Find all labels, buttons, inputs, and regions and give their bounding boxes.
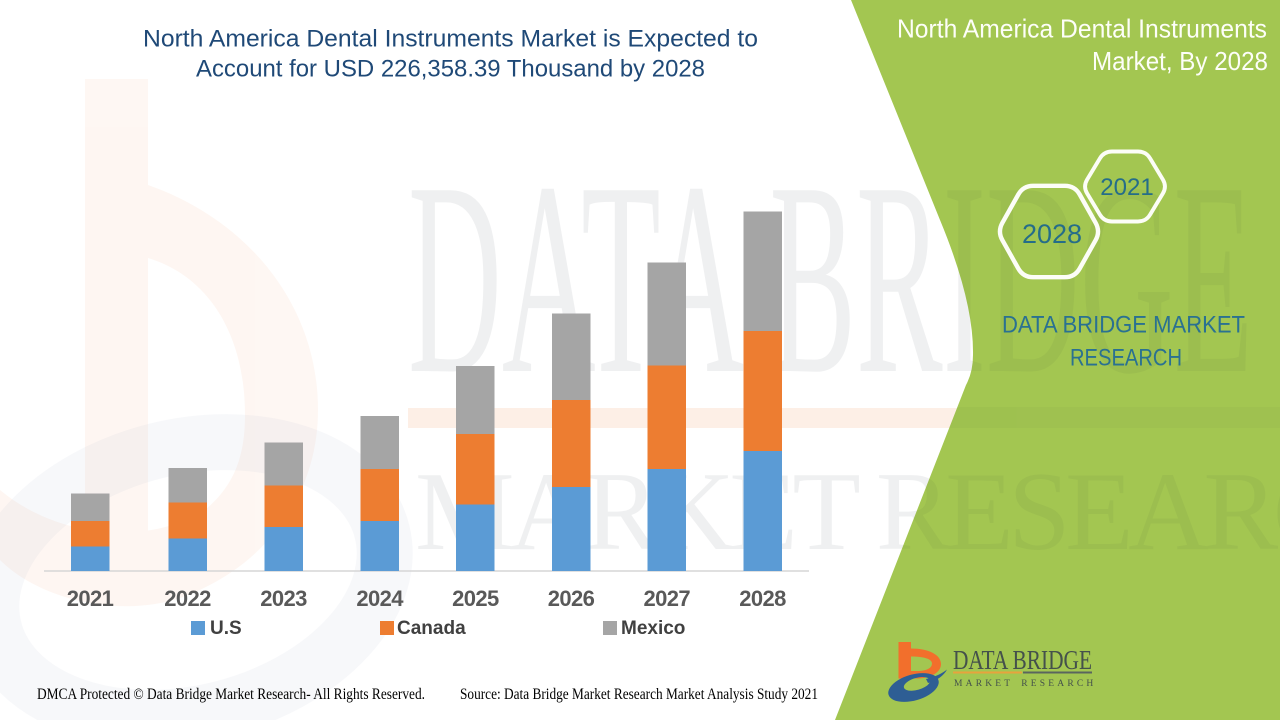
svg-text:Market, By 2028: Market, By 2028 xyxy=(1092,46,1268,76)
svg-text:DMCA Protected © Data Bridge M: DMCA Protected © Data Bridge Market Rese… xyxy=(37,686,425,703)
svg-text:Account for USD 226,358.39 Tho: Account for USD 226,358.39 Thousand by 2… xyxy=(196,56,705,83)
svg-text:Source: Data Bridge Market Res: Source: Data Bridge Market Research Mark… xyxy=(460,686,818,703)
svg-text:DATA BRIDGE MARKET: DATA BRIDGE MARKET xyxy=(1002,312,1245,339)
svg-text:North America Dental Instrumen: North America Dental Instruments xyxy=(897,14,1267,44)
svg-text:North America Dental Instrumen: North America Dental Instruments Market … xyxy=(143,26,758,53)
svg-text:DATA BRIDGE: DATA BRIDGE xyxy=(953,645,1092,675)
svg-text:MARKET RESEARCH: MARKET RESEARCH xyxy=(954,679,1096,689)
svg-text:RESEARCH: RESEARCH xyxy=(1070,345,1182,372)
